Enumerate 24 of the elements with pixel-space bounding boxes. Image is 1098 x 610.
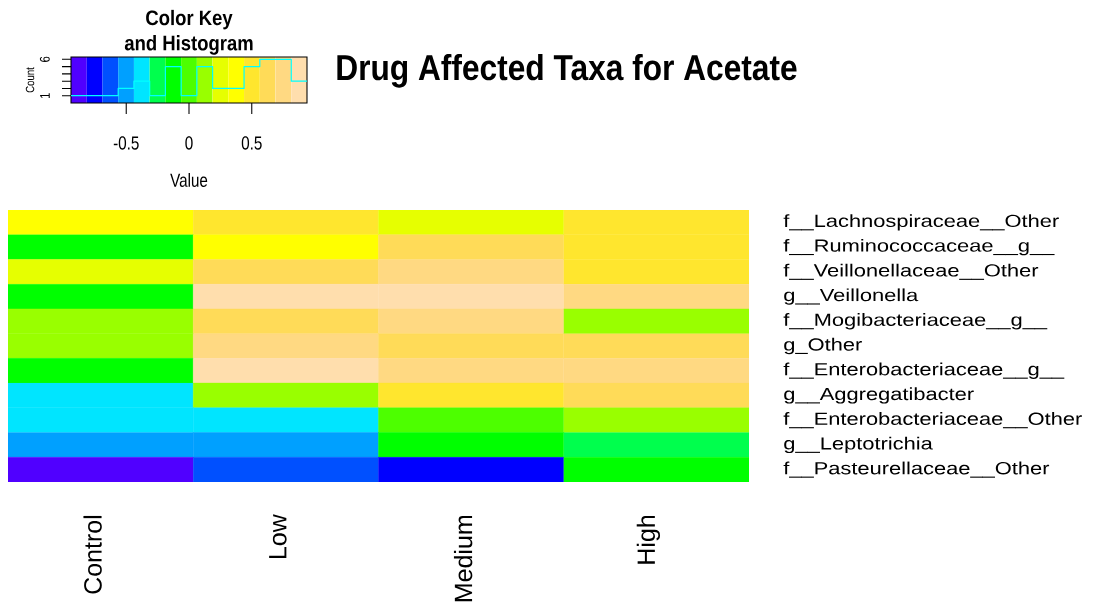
x-tick-label: Low [269, 514, 287, 559]
y-tick-label: 6 [39, 56, 50, 62]
chart-title: Drug Affected Taxa for Acetate [337, 53, 797, 88]
color-bar-label: -0.5 [113, 136, 139, 150]
y-tick-label: f__Pasteurellaceae__Other [783, 461, 1050, 478]
y-tick-label: f__Enterobacteriaceae__Other [783, 412, 1082, 429]
y-tick-label: g__Aggregatibacter [784, 387, 974, 404]
x-tick-label: Medium [453, 515, 473, 602]
color-bar-title: Value [170, 173, 208, 187]
color-bar-label: 0 [185, 136, 193, 150]
x-tick-label: Control [83, 515, 102, 594]
y-tick-label: f__Lachnospiraceae__Other [783, 214, 1059, 231]
y-tick-label: 1 [40, 93, 50, 98]
y-tick-label: f__Enterobacteriaceae__g__ [783, 362, 1065, 379]
y-tick-label: g_Other [784, 337, 862, 355]
chart-title: Color Key and Histogram [124, 9, 253, 55]
y-tick-label: f__Mogibacteriaceae__g__ [783, 313, 1048, 330]
x-tick-label: High [636, 515, 661, 564]
y-axis-title: Count [25, 67, 35, 93]
y-tick-label: f__Ruminococcaceae__g__ [783, 238, 1055, 256]
y-tick-label: g__Veillonella [784, 288, 919, 305]
y-tick-label: f__Veillonellaceae__Other [783, 263, 1039, 280]
y-tick-label: g__Leptotrichia [784, 436, 933, 454]
color-bar-label: 0.5 [241, 136, 262, 150]
